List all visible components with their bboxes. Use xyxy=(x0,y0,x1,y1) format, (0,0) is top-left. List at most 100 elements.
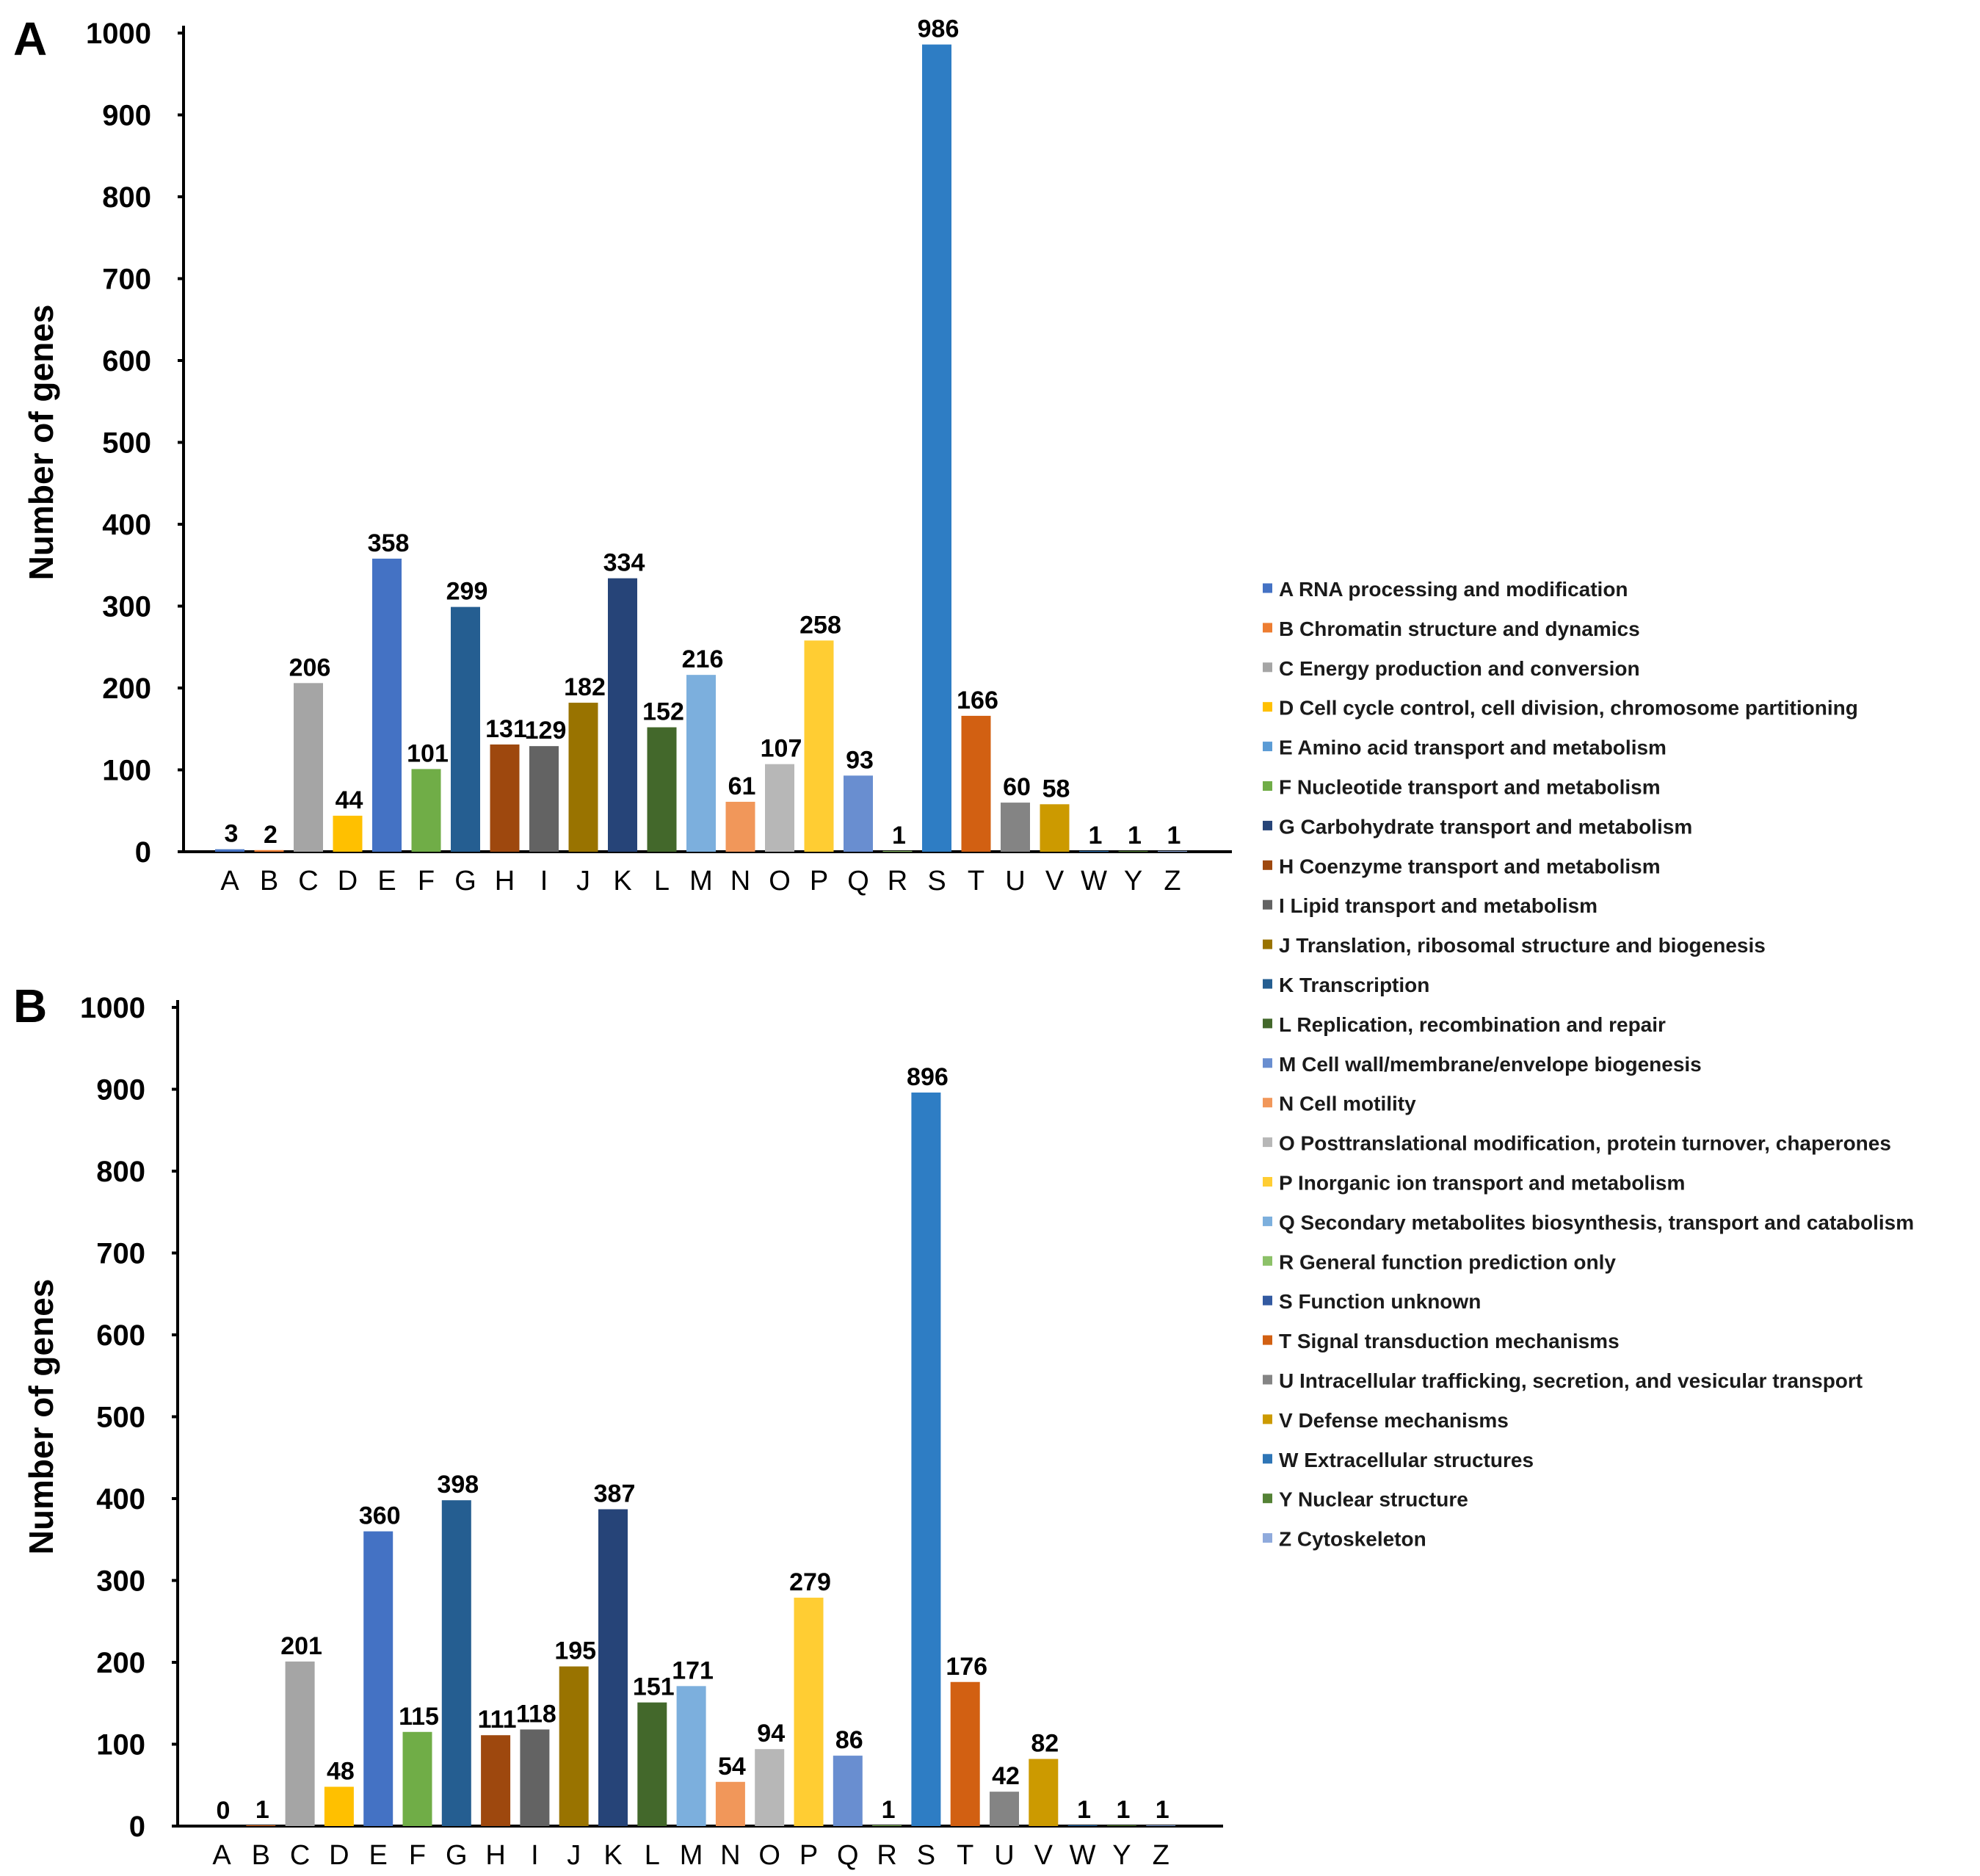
bar-J xyxy=(568,703,598,852)
bar-S xyxy=(922,44,951,852)
x-tick-label-U: U xyxy=(1005,866,1025,897)
legend-label: U Intracellular trafficking, secretion, … xyxy=(1279,1369,1863,1392)
bar-E xyxy=(363,1531,394,1826)
value-label-V: 82 xyxy=(1031,1730,1059,1758)
bar-G xyxy=(451,606,480,852)
legend-label: C Energy production and conversion xyxy=(1279,657,1640,680)
value-label-P: 279 xyxy=(789,1568,831,1596)
legend-label: L Replication, recombination and repair xyxy=(1279,1013,1666,1036)
bar-N xyxy=(725,801,755,852)
value-label-E: 358 xyxy=(368,529,410,557)
legend-label: R General function prediction only xyxy=(1279,1250,1616,1273)
bar-F xyxy=(402,1731,432,1826)
bar-Z xyxy=(1146,1825,1176,1826)
bar-B xyxy=(246,1825,276,1826)
bar-V xyxy=(1040,804,1070,852)
legend-label: V Defense mechanisms xyxy=(1279,1409,1509,1432)
value-label-I: 118 xyxy=(516,1700,556,1728)
legend-item-E: E Amino acid transport and metabolism xyxy=(1263,736,1667,759)
x-tick-label-V: V xyxy=(1034,1840,1054,1871)
legend: A RNA processing and modification B Chrom… xyxy=(1263,578,1914,1551)
value-label-N: 61 xyxy=(728,772,756,800)
value-label-I: 129 xyxy=(525,717,567,745)
legend-item-Q: Q Secondary metabolites biosynthesis, tr… xyxy=(1263,1211,1914,1234)
x-tick-label-U: U xyxy=(994,1840,1014,1871)
legend-item-T: T Signal transduction mechanisms xyxy=(1263,1330,1620,1352)
value-label-S: 986 xyxy=(918,15,960,43)
x-tick-label-G: G xyxy=(446,1840,468,1871)
value-label-C: 206 xyxy=(289,653,331,681)
x-tick-label-O: O xyxy=(758,1840,780,1871)
y-tick-label: 0 xyxy=(129,1811,145,1843)
bar-Q xyxy=(844,775,873,852)
legend-swatch xyxy=(1263,1335,1272,1345)
y-tick-label: 0 xyxy=(135,836,151,869)
x-tick-label-R: R xyxy=(888,866,907,897)
panel-letter: B xyxy=(13,979,47,1032)
x-tick-label-M: M xyxy=(680,1840,703,1871)
bar-E xyxy=(372,558,402,852)
legend-label: Y Nuclear structure xyxy=(1279,1488,1468,1511)
x-tick-label-E: E xyxy=(369,1840,388,1871)
legend-swatch xyxy=(1263,1533,1272,1543)
legend-item-G: G Carbohydrate transport and metabolism xyxy=(1263,815,1692,838)
y-tick-label: 700 xyxy=(96,1238,145,1270)
chart-panel-a: A 0 100 200 300 400 500 600 700 800 900 1000 Number … xyxy=(13,12,1232,897)
y-axis-title: Number of genes xyxy=(22,1279,60,1555)
bar-Y xyxy=(1106,1825,1136,1826)
y-tick-label: 600 xyxy=(96,1319,145,1352)
y-axis-title: Number of genes xyxy=(22,305,60,581)
bar-D xyxy=(324,1786,354,1826)
y-tick-label: 900 xyxy=(96,1074,145,1107)
x-tick-label-K: K xyxy=(603,1840,622,1871)
legend-item-W: W Extracellular structures xyxy=(1263,1449,1534,1471)
value-label-K: 334 xyxy=(603,549,645,577)
legend-item-U: U Intracellular trafficking, secretion, … xyxy=(1263,1369,1863,1392)
x-tick-label-N: N xyxy=(720,1840,740,1871)
bar-L xyxy=(647,727,677,852)
legend-item-V: V Defense mechanisms xyxy=(1263,1409,1509,1432)
legend-label: G Carbohydrate transport and metabolism xyxy=(1279,815,1692,838)
value-label-A: 3 xyxy=(225,820,239,848)
value-label-U: 42 xyxy=(992,1762,1020,1790)
value-label-F: 115 xyxy=(399,1703,439,1731)
y-tick-label: 100 xyxy=(96,1729,145,1761)
bar-T xyxy=(961,715,991,852)
y-tick-label: 300 xyxy=(96,1565,145,1598)
value-label-B: 1 xyxy=(255,1796,269,1824)
legend-item-N: N Cell motility xyxy=(1263,1093,1416,1115)
x-tick-label-F: F xyxy=(418,866,435,897)
x-tick-label-V: V xyxy=(1045,866,1065,897)
y-tick-label: 400 xyxy=(96,1483,145,1515)
legend-label: Q Secondary metabolites biosynthesis, tr… xyxy=(1279,1211,1914,1234)
legend-swatch xyxy=(1263,1137,1272,1148)
x-tick-label-P: P xyxy=(799,1840,818,1871)
legend-swatch xyxy=(1263,781,1272,791)
value-label-C: 201 xyxy=(280,1632,322,1660)
value-label-H: 111 xyxy=(478,1706,517,1734)
legend-swatch xyxy=(1263,1018,1272,1029)
legend-swatch xyxy=(1263,1216,1272,1226)
value-label-L: 152 xyxy=(642,698,684,726)
value-label-R: 1 xyxy=(882,1796,896,1824)
bar-S xyxy=(911,1092,941,1826)
x-tick-label-S: S xyxy=(917,1840,935,1871)
legend-item-L: L Replication, recombination and repair xyxy=(1263,1013,1666,1036)
bar-U xyxy=(1001,803,1030,852)
legend-swatch xyxy=(1263,899,1272,910)
legend-label: N Cell motility xyxy=(1279,1093,1416,1115)
bar-D xyxy=(333,815,363,852)
bar-O xyxy=(755,1749,785,1826)
legend-label: M Cell wall/membrane/envelope biogenesis xyxy=(1279,1053,1702,1076)
legend-item-B: B Chromatin structure and dynamics xyxy=(1263,618,1640,640)
value-label-T: 176 xyxy=(946,1653,987,1681)
y-tick-label: 500 xyxy=(102,427,151,460)
legend-item-Z: Z Cytoskeleton xyxy=(1263,1528,1426,1551)
y-tick-label: 1000 xyxy=(80,992,145,1024)
legend-item-P: P Inorganic ion transport and metabolism xyxy=(1263,1172,1685,1195)
x-tick-label-F: F xyxy=(409,1840,426,1871)
bar-F xyxy=(411,769,441,852)
legend-swatch xyxy=(1263,1058,1272,1068)
legend-label: F Nucleotide transport and metabolism xyxy=(1279,776,1661,799)
bar-W xyxy=(1079,850,1109,852)
